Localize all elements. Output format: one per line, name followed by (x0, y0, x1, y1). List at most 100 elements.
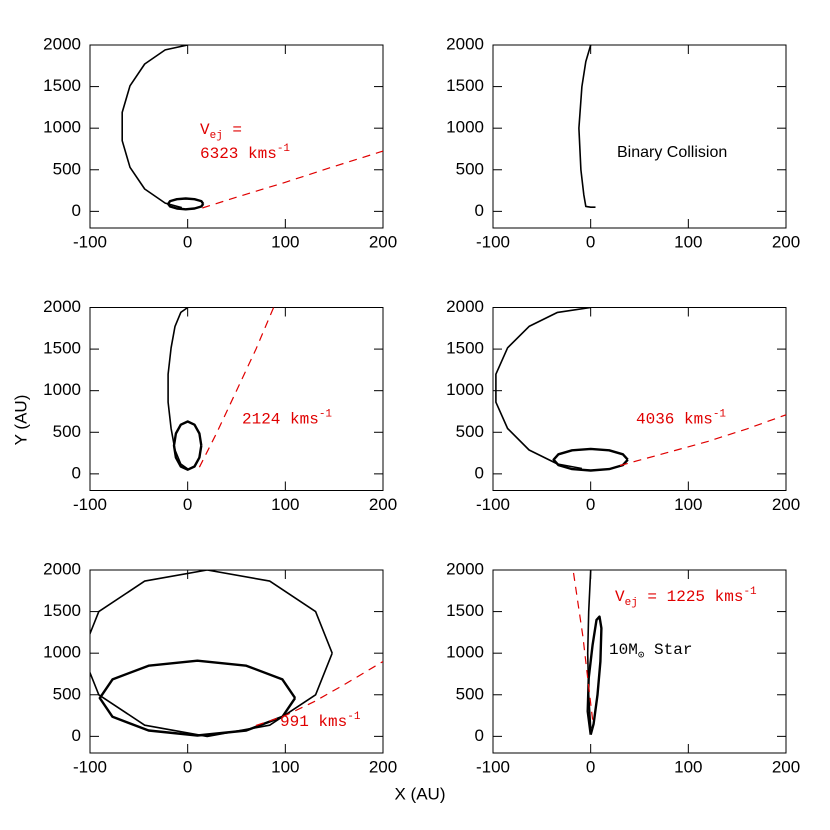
x-tick-label: -100 (73, 495, 107, 514)
plot-area (578, 45, 596, 208)
annotation-text: 10M (609, 641, 638, 659)
orbit-line (586, 615, 603, 736)
y-tick-label: 500 (456, 159, 484, 178)
annotation-text: 6323 kms (200, 145, 277, 163)
x-tick-label: -100 (476, 232, 510, 251)
annotation-text: V (200, 121, 210, 139)
y-tick-label: 500 (53, 422, 81, 441)
annotation: 991 kms-1 (280, 711, 361, 731)
y-tick-label: 0 (72, 726, 81, 745)
annotation: 2124 kms-1 (242, 408, 332, 428)
y-tick-label: 1500 (446, 339, 484, 358)
x-tick-label: -100 (73, 757, 107, 776)
annotation-text: = 1225 kms (638, 588, 744, 606)
orbit-line (586, 570, 592, 729)
x-tick-label: 0 (183, 757, 192, 776)
y-tick-label: 1000 (43, 643, 81, 662)
x-tick-label: 100 (271, 757, 299, 776)
annotation-text: V (615, 588, 625, 606)
x-tick-label: -100 (73, 232, 107, 251)
orbit-line (98, 659, 297, 737)
annotation-text: 2124 kms (242, 411, 319, 429)
annotation: 4036 kms-1 (636, 408, 726, 428)
x-tick-label: 100 (674, 495, 702, 514)
annotation-text: -1 (743, 586, 757, 598)
x-tick-label: 0 (586, 232, 595, 251)
plot-area (121, 45, 383, 211)
x-tick-label: 100 (674, 232, 702, 251)
x-tick-label: 100 (674, 757, 702, 776)
y-tick-label: 2000 (446, 297, 484, 316)
y-tick-label: 1000 (43, 118, 81, 137)
y-tick-label: 0 (475, 201, 484, 220)
y-tick-label: 1500 (446, 76, 484, 95)
plot-area (495, 307, 786, 472)
y-tick-label: 2000 (446, 559, 484, 578)
x-tick-label: 0 (586, 757, 595, 776)
plot-area (572, 570, 603, 736)
y-tick-label: 2000 (446, 34, 484, 53)
y-axis-label: Y (AU) (11, 395, 30, 446)
annotation: Binary Collision (617, 144, 727, 161)
y-tick-label: 1000 (43, 380, 81, 399)
y-tick-label: 1500 (43, 601, 81, 620)
plot-area (167, 307, 275, 471)
orbit-line (578, 45, 596, 208)
x-tick-label: 0 (183, 495, 192, 514)
x-tick-label: 200 (772, 232, 800, 251)
x-axis-label: X (AU) (395, 784, 446, 803)
orbit-line (202, 150, 383, 209)
y-tick-label: 500 (53, 684, 81, 703)
y-tick-label: 1000 (446, 643, 484, 662)
y-tick-label: 500 (456, 422, 484, 441)
annotation-text: -1 (713, 408, 727, 420)
x-tick-label: 100 (271, 495, 299, 514)
x-tick-label: 200 (369, 757, 397, 776)
x-tick-label: -100 (476, 757, 510, 776)
y-tick-label: 1500 (43, 339, 81, 358)
annotation-text: ⊙ (638, 650, 645, 662)
annotation-text: ej (210, 130, 223, 142)
annotation-text: ej (625, 597, 638, 609)
y-tick-label: 1000 (446, 118, 484, 137)
annotation-text: -1 (277, 143, 291, 155)
y-tick-label: 1500 (43, 76, 81, 95)
annotation-text: Star (644, 641, 692, 659)
orbit-line (495, 307, 591, 470)
y-tick-label: 0 (72, 463, 81, 482)
orbit-line (167, 307, 189, 470)
y-tick-label: 2000 (43, 559, 81, 578)
annotation-text: 4036 kms (636, 411, 713, 429)
orbit-line (121, 45, 188, 209)
plot-frame (492, 44, 787, 229)
annotation: Vej = 1225 kms-1 (615, 586, 757, 609)
orbit-line (255, 660, 383, 727)
annotation-text: -1 (319, 408, 333, 420)
annotation: Vej = (200, 121, 242, 142)
x-tick-label: 100 (271, 232, 299, 251)
x-tick-label: -100 (476, 495, 510, 514)
x-tick-label: 0 (586, 495, 595, 514)
plot-frame (89, 307, 384, 491)
y-tick-label: 500 (53, 159, 81, 178)
orbit-line (90, 570, 333, 738)
annotation-text: = (223, 121, 242, 139)
annotation-text: -1 (347, 711, 361, 723)
orbit-line (572, 570, 594, 720)
orbit-line (552, 447, 629, 472)
x-tick-label: 200 (369, 232, 397, 251)
x-tick-label: 200 (369, 495, 397, 514)
x-tick-label: 0 (183, 232, 192, 251)
plot-frame (89, 44, 384, 229)
plot-frame (492, 569, 787, 754)
y-tick-label: 1000 (446, 380, 484, 399)
x-tick-label: 200 (772, 757, 800, 776)
y-tick-label: 0 (475, 463, 484, 482)
orbit-line (166, 197, 205, 211)
